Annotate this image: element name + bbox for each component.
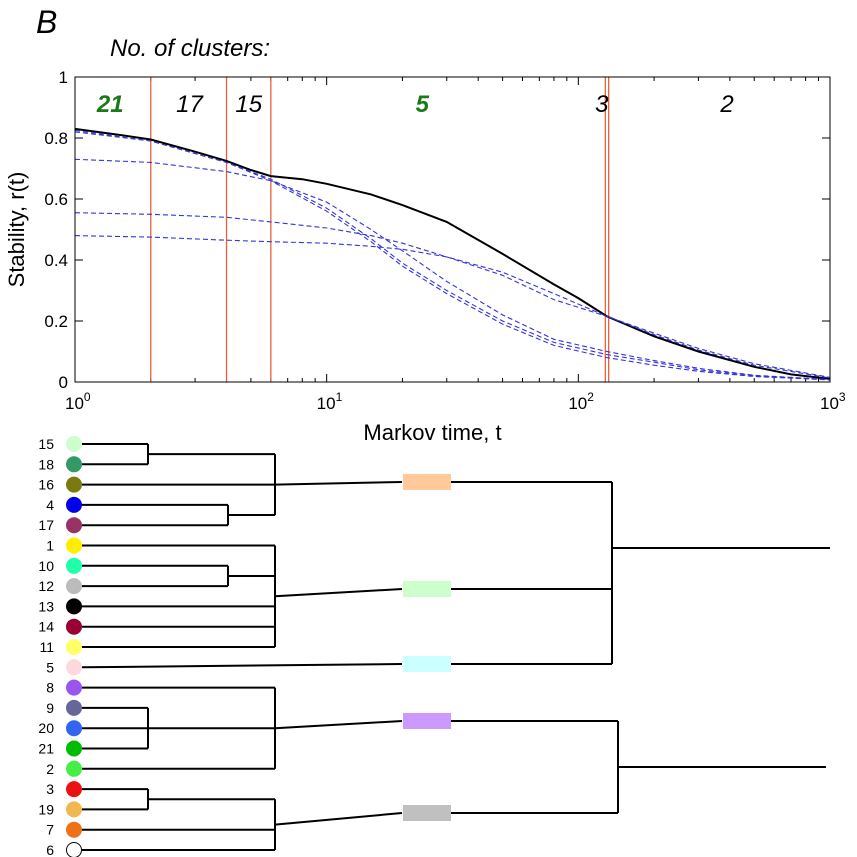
dashed-stability-curve — [74, 212, 831, 378]
leaf-node — [66, 557, 82, 574]
dashed-stability-curve — [74, 129, 831, 381]
leaf-label: 15 — [38, 436, 54, 452]
leaf-node — [66, 639, 82, 655]
leaf-label: 14 — [38, 619, 54, 635]
dashed-stability-curve — [74, 158, 831, 381]
leaf-node — [66, 496, 82, 513]
y-tick-label: 1 — [59, 68, 68, 87]
x-tick-label: 103 — [820, 390, 846, 413]
leaf-node — [66, 720, 82, 737]
x-tick-exponent: 1 — [336, 390, 343, 404]
dendrogram-branch — [274, 720, 403, 730]
stability-curve — [74, 127, 831, 380]
leaf-node — [66, 598, 82, 615]
x-tick-label: 100 — [65, 390, 91, 413]
leaf-label: 8 — [46, 680, 54, 696]
leaf-node — [66, 801, 82, 818]
dendrogram: 15 18 16 4 17 1 10 12 13 14 11 5 8 9 20 21 2 3 19 7 6 — [38, 436, 830, 857]
x-tick-exponent: 2 — [587, 390, 594, 404]
cluster-count-label: 3 — [595, 91, 609, 118]
leaf-node — [66, 659, 82, 676]
leaf-node — [66, 537, 82, 554]
dashed-stability-curve — [74, 235, 831, 379]
leaf-label: 3 — [46, 781, 54, 797]
cluster-count-label: 5 — [416, 91, 430, 118]
x-tick-label: 101 — [317, 390, 343, 413]
leaf-node — [66, 679, 82, 696]
leaf-label: 18 — [38, 456, 54, 472]
y-tick-label: 0.6 — [44, 190, 68, 209]
x-tick-exponent: 3 — [839, 390, 846, 404]
y-tick-label: 0.2 — [44, 312, 68, 331]
cluster-count-label: 15 — [235, 91, 262, 118]
cluster-count-label: 21 — [96, 91, 124, 118]
x-tick-base: 10 — [317, 394, 336, 413]
leaf-label: 12 — [38, 578, 54, 594]
dendrogram-branch — [274, 481, 403, 486]
x-axis-label: Markov time, t — [363, 420, 501, 445]
clusters-heading: No. of clusters: — [110, 35, 270, 62]
cluster-count-label: 17 — [176, 91, 204, 118]
y-tick-label: 0.8 — [44, 129, 68, 148]
dashed-stability-curve — [74, 131, 831, 381]
leaf-label: 4 — [46, 497, 54, 513]
x-tick-base: 10 — [820, 394, 839, 413]
cluster-bar — [403, 581, 451, 597]
x-tick-base: 10 — [65, 394, 84, 413]
leaf-node — [66, 476, 82, 493]
leaf-node — [66, 699, 82, 716]
leaf-node — [66, 760, 82, 777]
leaf-label: 11 — [39, 639, 54, 655]
leaf-label: 21 — [38, 741, 54, 757]
x-tick-label: 102 — [568, 390, 594, 413]
leaf-node — [66, 781, 82, 798]
leaf-label: 19 — [38, 801, 54, 817]
dendrogram-branch — [274, 588, 403, 598]
cluster-bar — [403, 713, 451, 729]
leaf-node — [66, 821, 82, 838]
leaf-node — [66, 842, 82, 857]
leaf-label: 17 — [38, 517, 54, 533]
leaf-label: 2 — [46, 761, 54, 777]
cluster-bar — [403, 805, 451, 821]
leaf-node — [66, 618, 82, 635]
cluster-bar — [403, 656, 451, 672]
leaf-label: 20 — [38, 720, 54, 736]
leaf-label: 5 — [46, 659, 54, 675]
cluster-count-label: 2 — [719, 91, 733, 118]
leaf-node — [66, 578, 82, 595]
cluster-bar — [403, 474, 451, 490]
plot-frame — [74, 76, 831, 383]
x-tick-exponent: 0 — [84, 390, 91, 404]
leaf-node — [66, 436, 82, 452]
y-tick-label: 0.4 — [44, 251, 68, 270]
leaf-label: 7 — [46, 822, 54, 838]
leaf-label: 1 — [46, 538, 54, 554]
y-axis-label: Stability, r(t) — [4, 172, 29, 288]
dendrogram-branch — [81, 663, 403, 669]
leaf-label: 10 — [38, 558, 54, 574]
leaf-label: 16 — [38, 477, 54, 493]
x-tick-base: 10 — [568, 394, 587, 413]
y-tick-label: 0 — [59, 373, 68, 392]
leaf-node — [66, 740, 82, 757]
panel-label: B — [36, 4, 57, 40]
leaf-node — [66, 517, 82, 534]
dendrogram-branch — [274, 812, 403, 826]
leaf-node — [66, 456, 82, 473]
leaf-label: 13 — [38, 598, 54, 614]
leaf-label: 9 — [46, 700, 54, 716]
leaf-label: 6 — [46, 842, 54, 857]
